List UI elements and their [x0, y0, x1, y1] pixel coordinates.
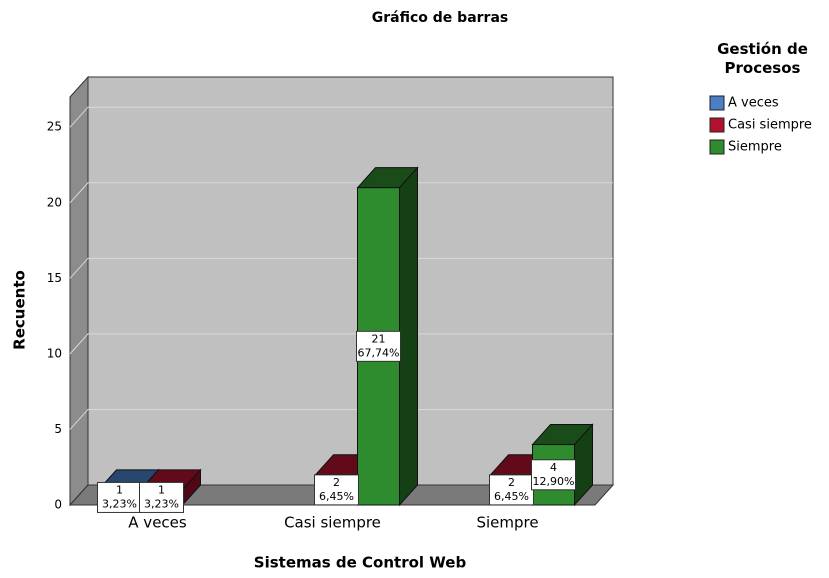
legend-title: Gestión de Procesos: [717, 40, 808, 77]
grid-line: [69, 257, 613, 279]
legend-title-box: Gestión de Procesos: [717, 40, 808, 77]
legend-swatch: [709, 117, 725, 133]
data-label-box: [356, 330, 401, 362]
data-label: 2: [333, 476, 340, 489]
data-label-percent: 67,74%: [358, 346, 400, 359]
grid-line: [69, 408, 613, 430]
y-axis-title: Recuento: [11, 270, 29, 350]
x-tick-label: Casi siempre: [284, 514, 381, 532]
grid-line: [69, 182, 613, 204]
data-label: 2: [508, 476, 515, 489]
y-tick-label: 25: [47, 120, 62, 134]
data-label-percent: 6,45%: [319, 490, 354, 503]
data-label-percent: 3,23%: [102, 497, 137, 510]
data-label-box: [97, 481, 142, 513]
data-label-percent: 12,90%: [533, 475, 575, 488]
legend-swatch: [709, 95, 725, 111]
data-label: 21: [372, 332, 386, 345]
legend-label: A veces: [728, 96, 779, 111]
x-tick-label: Siempre: [476, 514, 538, 532]
y-tick-label: 0: [54, 498, 62, 512]
grid-line: [69, 333, 613, 355]
y-tick-label: 5: [54, 422, 62, 436]
grid-line: [69, 106, 613, 128]
data-label-percent: 6,45%: [494, 490, 529, 503]
y-tick-label: 10: [47, 346, 62, 360]
legend-label: Siempre: [728, 140, 782, 155]
x-axis-title: Sistemas de Control Web: [254, 554, 467, 572]
y-tick-label: 20: [47, 195, 62, 209]
data-label: 1: [158, 483, 165, 496]
legend-swatch: [709, 139, 725, 155]
y-tick-label: 15: [47, 271, 62, 285]
data-label: 1: [116, 483, 123, 496]
bar-side: [399, 166, 418, 507]
left-wall: [69, 75, 89, 507]
chart-title: Gráfico de barras: [372, 10, 508, 26]
data-label-percent: 3,23%: [144, 497, 179, 510]
x-tick-label: A veces: [128, 514, 187, 532]
data-label: 4: [550, 461, 557, 474]
legend-label: Casi siempre: [728, 118, 812, 133]
data-label-box: [531, 459, 576, 491]
back-wall: [87, 76, 614, 486]
data-label-box: [314, 474, 359, 506]
data-label-box: [139, 481, 184, 513]
